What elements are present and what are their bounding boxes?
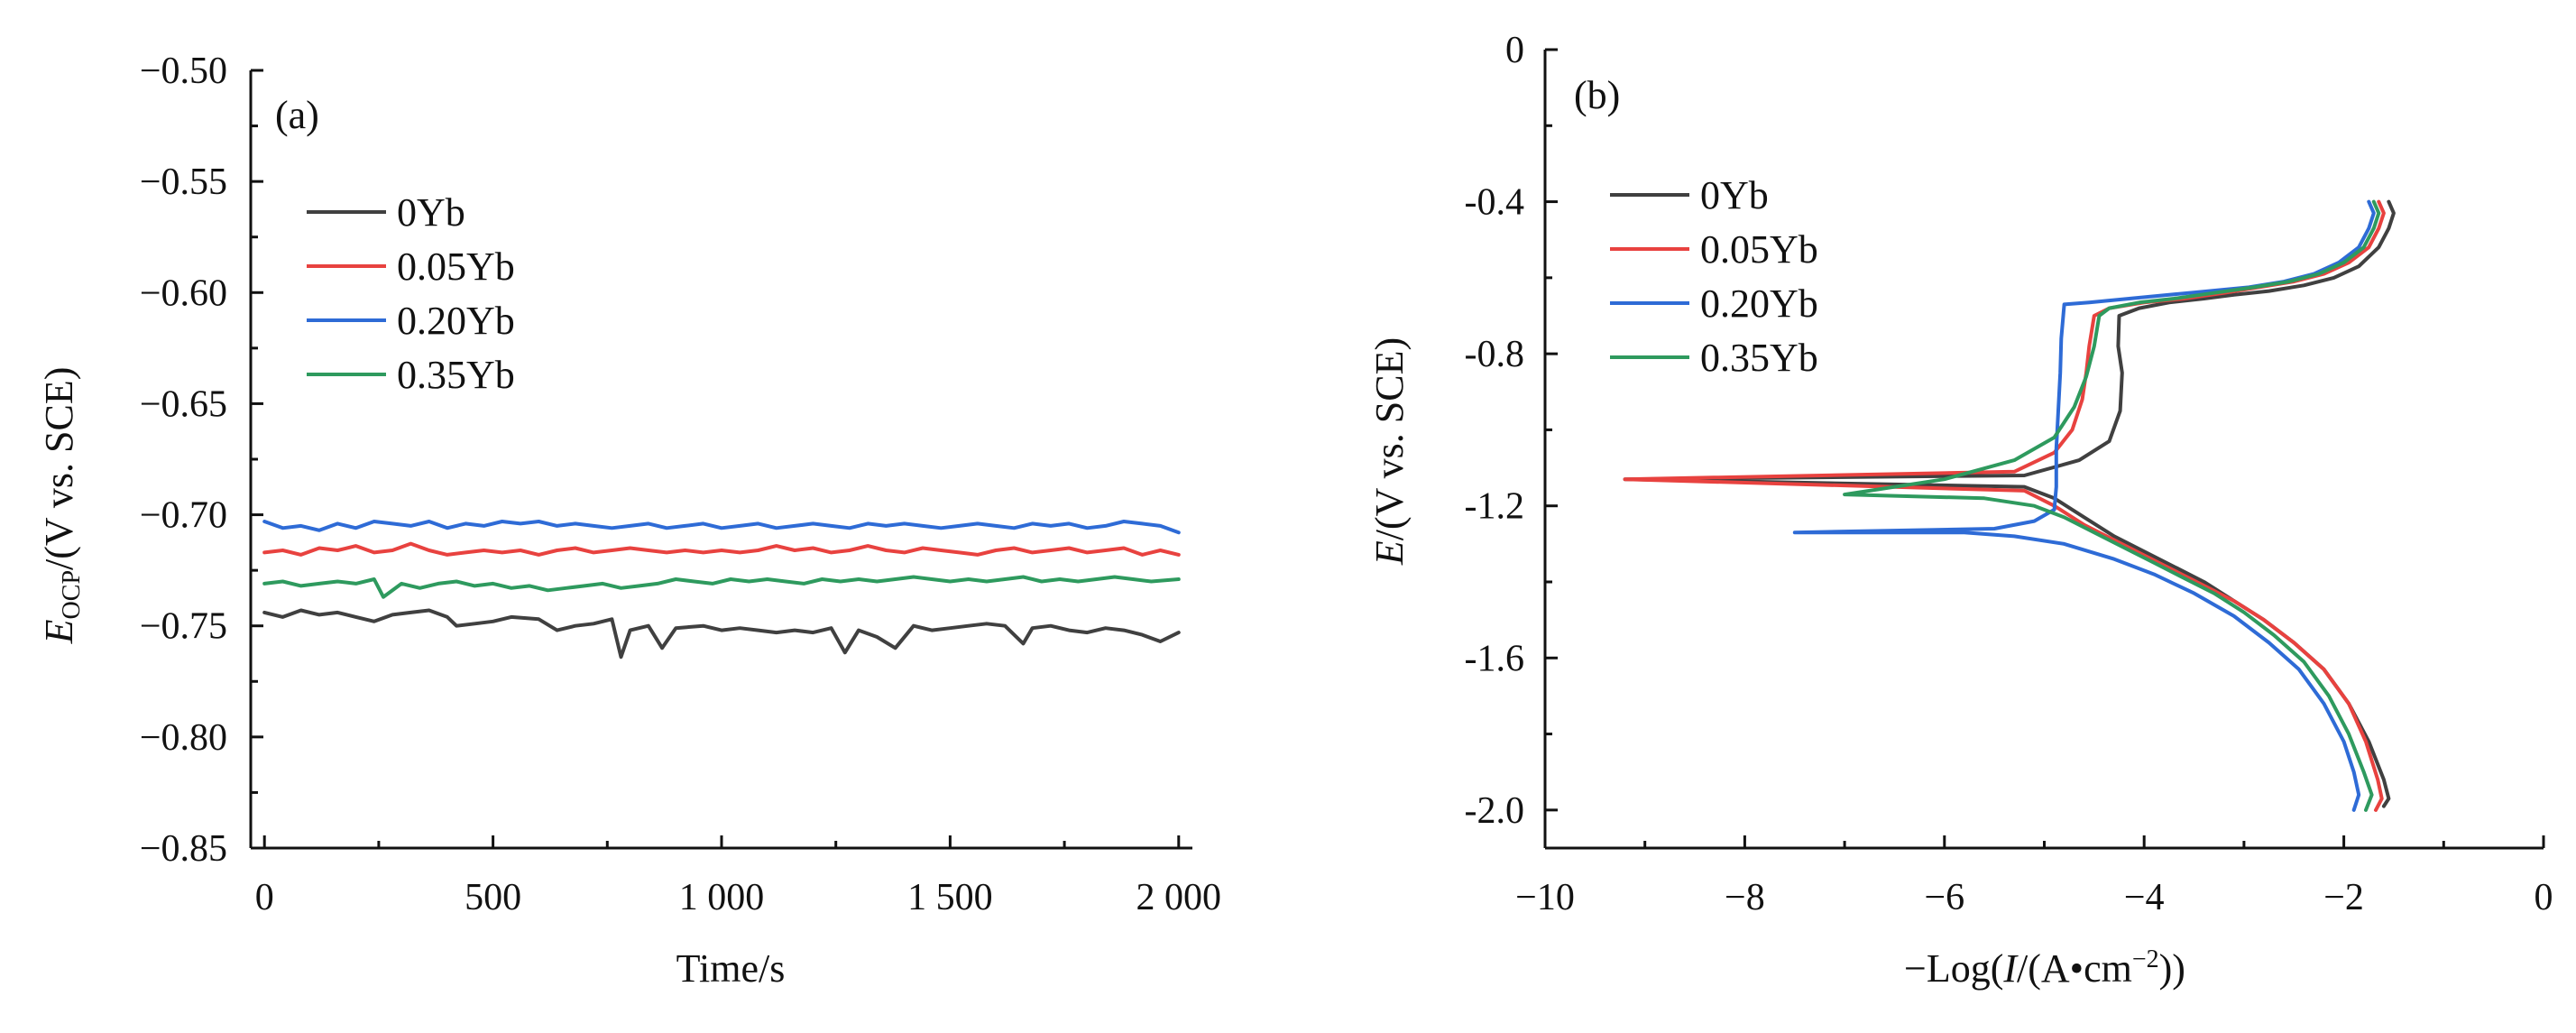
panel-b-x-tick-label: −2 bbox=[2323, 877, 2364, 918]
panel-a-x-tick-label: 500 bbox=[465, 877, 521, 918]
panel-a-x-tick-label: 1 000 bbox=[679, 877, 765, 918]
panel-a-legend-label: 0.35Yb bbox=[397, 353, 515, 397]
panel-a-label: (a) bbox=[275, 93, 319, 137]
panel-a-series-line-0-05Yb bbox=[264, 544, 1179, 555]
panel-a-legend-label: 0Yb bbox=[397, 190, 465, 235]
panel-b-x-tick-label: 0 bbox=[2535, 877, 2553, 918]
panel-a-x-tick-label: 0 bbox=[255, 877, 274, 918]
panel-a-legend-label: 0.05Yb bbox=[397, 244, 515, 289]
panel-b-x-tick-label: −8 bbox=[1725, 877, 1765, 918]
panel-b-x-axis-title: −Log(I/(A•cm−2)) bbox=[1904, 945, 2185, 991]
panel-b-x-tick-label: −6 bbox=[1924, 877, 1964, 918]
panel-b-y-tick-label: -0.4 bbox=[1465, 182, 1525, 224]
panel-b-y-axis-unit: /(V vs. SCE) bbox=[1367, 337, 1412, 540]
panel-b-y-axis-title: E/(V vs. SCE) bbox=[1367, 337, 1412, 566]
panel-a-y-axis-symbol: E bbox=[37, 619, 81, 644]
panel-b-x-axis-superscript: −2 bbox=[2132, 945, 2159, 973]
panel-b-label: (b) bbox=[1574, 73, 1620, 117]
panel-a-x-tick-label: 1 500 bbox=[907, 877, 993, 918]
panel-b-chart: (b) −Log(I/(A•cm−2)) E/(V vs. SCE) 0 -0.4… bbox=[1367, 30, 2553, 991]
panel-b-y-tick-label: 0 bbox=[1505, 30, 1524, 71]
panel-b-y-tick-label: -2.0 bbox=[1465, 790, 1525, 832]
panel-a-series-line-0Yb bbox=[264, 611, 1179, 658]
panel-a-y-tick-label: −0.75 bbox=[140, 606, 227, 648]
panel-b-series-line-0-20Yb bbox=[1795, 202, 2374, 810]
panel-a-y-tick-label: −0.60 bbox=[140, 272, 227, 314]
panel-a-y-tick-label: −0.70 bbox=[140, 495, 227, 537]
panel-a-y-tick-label: −0.55 bbox=[140, 161, 227, 203]
panel-b-y-tick-label: -1.6 bbox=[1465, 638, 1525, 679]
panel-b-legend-label: 0.35Yb bbox=[1700, 336, 1818, 380]
panel-a-series-line-0-35Yb bbox=[264, 577, 1179, 597]
panel-b-x-tick-label: −10 bbox=[1515, 877, 1575, 918]
panel-b-x-axis-suffix: )) bbox=[2159, 946, 2185, 991]
panel-b-legend-label: 0Yb bbox=[1700, 173, 1769, 217]
panel-b-y-tick-label: -0.8 bbox=[1465, 334, 1525, 375]
panel-a-y-tick-label: −0.80 bbox=[140, 717, 227, 759]
panel-b-y-tick-label: -1.2 bbox=[1465, 486, 1525, 528]
panel-a-y-axis-unit: /(V vs. SCE) bbox=[37, 367, 81, 570]
panel-a-x-axis-title: Time/s bbox=[676, 946, 786, 991]
panel-a-x-tick-label: 2 000 bbox=[1136, 877, 1222, 918]
panel-b-x-axis-unit: /(A•cm bbox=[2017, 946, 2132, 991]
panel-a-series-line-0-20Yb bbox=[264, 521, 1179, 532]
panel-a-y-axis-subscript: OCP bbox=[58, 570, 86, 619]
panel-b-legend-label: 0.20Yb bbox=[1700, 281, 1818, 326]
panel-a-y-tick-label: −0.65 bbox=[140, 383, 227, 425]
panel-a-y-axis-title: EOCP/(V vs. SCE) bbox=[37, 367, 86, 645]
panel-a-legend-label: 0.20Yb bbox=[397, 299, 515, 343]
panel-a-y-tick-label: −0.85 bbox=[140, 828, 227, 870]
panel-b-legend-label: 0.05Yb bbox=[1700, 227, 1818, 272]
panel-a-chart: (a) Time/s EOCP/(V vs. SCE) −0.85 −0.80 −0… bbox=[37, 51, 1221, 991]
panel-b-x-tick-label: −4 bbox=[2124, 877, 2165, 918]
panel-a-y-tick-label: −0.50 bbox=[140, 51, 227, 92]
panel-b-series-line-0-35Yb bbox=[1845, 202, 2378, 810]
panel-b-x-axis-prefix: −Log( bbox=[1904, 946, 2003, 991]
panel-b-y-axis-symbol: E bbox=[1367, 540, 1412, 566]
